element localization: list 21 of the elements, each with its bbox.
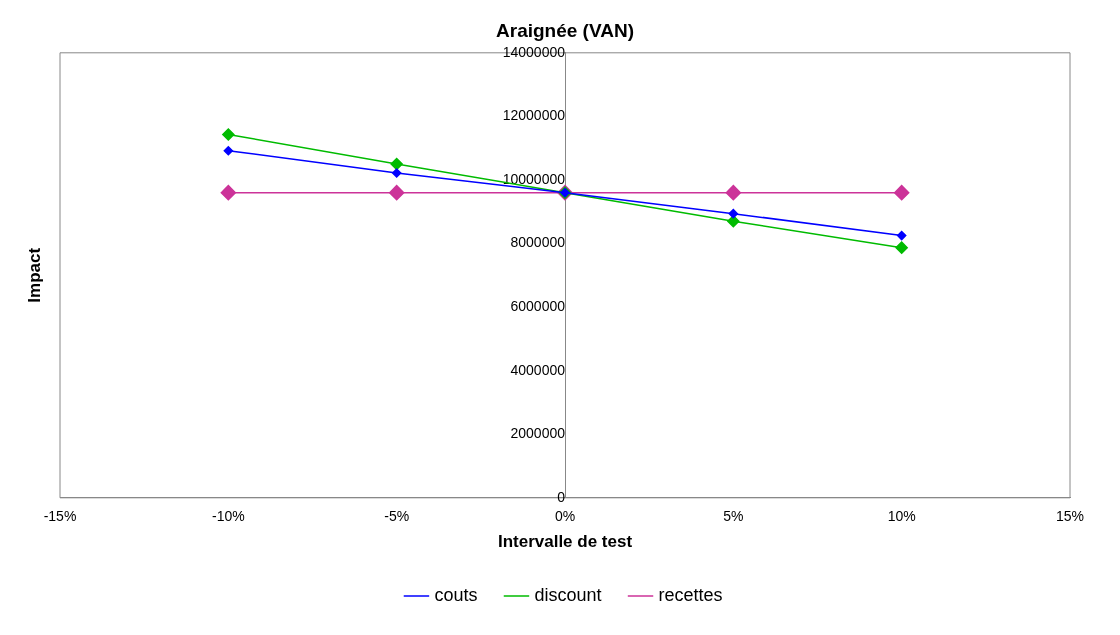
chart-title: Araignée (VAN): [496, 19, 634, 41]
x-tick-label: 5%: [723, 508, 744, 525]
x-tick-label: 10%: [887, 508, 916, 525]
y-tick-label: 4000000: [510, 361, 566, 378]
x-tick-label: -15%: [43, 508, 77, 525]
y-tick-label: 8000000: [510, 234, 566, 251]
y-tick-label: 12000000: [502, 107, 566, 124]
x-tick-label: 0%: [554, 508, 576, 525]
y-tick-label: 10000000: [502, 170, 566, 187]
x-tick-label: 15%: [1055, 508, 1085, 525]
x-axis-title: Intervalle de test: [497, 532, 633, 552]
x-tick-label: -5%: [384, 508, 410, 525]
legend-label: discount: [534, 584, 602, 605]
y-axis-title: Impact: [24, 247, 44, 303]
legend-label: recettes: [658, 584, 723, 605]
x-tick-label: -10%: [211, 508, 245, 525]
y-tick-label: 14000000: [502, 43, 566, 60]
y-tick-label: 0: [557, 488, 566, 505]
legend-label: couts: [434, 584, 478, 605]
y-tick-label: 6000000: [510, 297, 566, 314]
y-tick-label: 2000000: [510, 425, 566, 442]
